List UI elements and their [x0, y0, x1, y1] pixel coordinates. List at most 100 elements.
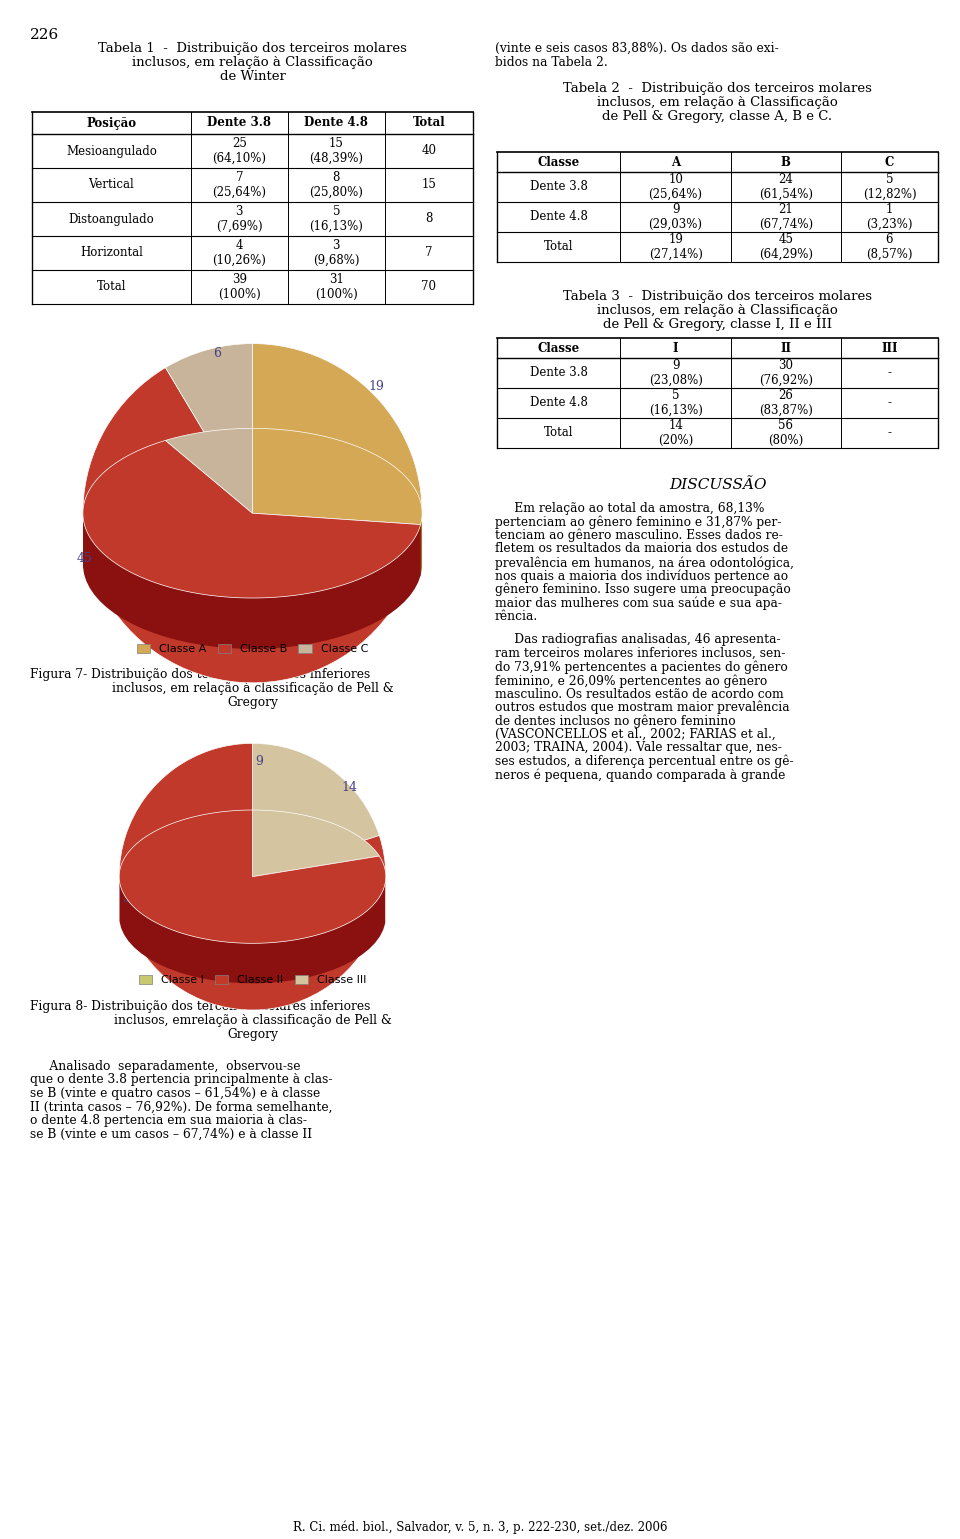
Polygon shape — [252, 428, 422, 525]
Polygon shape — [119, 882, 385, 983]
Text: de Winter: de Winter — [220, 69, 285, 83]
Text: 7
(25,64%): 7 (25,64%) — [212, 171, 266, 199]
Text: I: I — [673, 342, 679, 354]
Text: Horizontal: Horizontal — [80, 246, 143, 260]
Text: Das radiografias analisadas, 46 apresenta-: Das radiografias analisadas, 46 apresent… — [495, 634, 780, 646]
Text: bidos na Tabela 2.: bidos na Tabela 2. — [495, 55, 608, 69]
Text: se B (vinte e quatro casos – 61,54%) e à classe: se B (vinte e quatro casos – 61,54%) e à… — [30, 1087, 321, 1100]
Text: Dente 4.8: Dente 4.8 — [530, 211, 588, 223]
Text: C: C — [885, 155, 894, 168]
Polygon shape — [83, 440, 420, 599]
Text: Classe: Classe — [538, 155, 580, 168]
Text: 15: 15 — [421, 179, 437, 191]
Text: inclusos, em relação à Classificação: inclusos, em relação à Classificação — [132, 55, 372, 69]
Text: Gregory: Gregory — [228, 696, 278, 709]
Text: Total: Total — [413, 117, 445, 129]
Text: ram terceiros molares inferiores inclusos, sen-: ram terceiros molares inferiores incluso… — [495, 646, 785, 660]
Polygon shape — [252, 512, 420, 576]
Polygon shape — [252, 512, 420, 576]
Text: DISCUSSÃO: DISCUSSÃO — [669, 479, 766, 492]
Text: 8
(25,80%): 8 (25,80%) — [309, 171, 363, 199]
Text: 56
(80%): 56 (80%) — [768, 419, 804, 446]
Text: gênero feminino. Isso sugere uma preocupação: gênero feminino. Isso sugere uma preocup… — [495, 583, 791, 597]
Text: Gregory: Gregory — [228, 1028, 278, 1040]
Text: de dentes inclusos no gênero feminino: de dentes inclusos no gênero feminino — [495, 714, 735, 728]
Text: Mesioangulado: Mesioangulado — [66, 145, 156, 157]
Wedge shape — [119, 743, 386, 1010]
Polygon shape — [119, 810, 386, 943]
Text: Figura 7- Distribuição dos terceiros molares inferiores: Figura 7- Distribuição dos terceiros mol… — [30, 668, 371, 680]
Text: 45
(64,29%): 45 (64,29%) — [758, 232, 813, 262]
Text: III: III — [881, 342, 898, 354]
Text: 40: 40 — [421, 145, 437, 157]
Text: 1
(3,23%): 1 (3,23%) — [866, 203, 913, 231]
Text: -: - — [887, 366, 892, 380]
Polygon shape — [165, 428, 252, 512]
Text: 5
(16,13%): 5 (16,13%) — [309, 205, 363, 232]
Text: 6
(8,57%): 6 (8,57%) — [866, 232, 913, 262]
Text: masculino. Os resultados estão de acordo com: masculino. Os resultados estão de acordo… — [495, 688, 783, 700]
Text: II: II — [780, 342, 791, 354]
Text: Classe: Classe — [538, 342, 580, 354]
Text: Dente 4.8: Dente 4.8 — [530, 397, 588, 409]
Text: de Pell & Gregory, classe I, II e III: de Pell & Gregory, classe I, II e III — [603, 319, 832, 331]
Text: Tabela 2  -  Distribuição dos terceiros molares: Tabela 2 - Distribuição dos terceiros mo… — [564, 82, 872, 95]
Wedge shape — [83, 368, 420, 683]
Text: se B (vinte e um casos – 67,74%) e à classe II: se B (vinte e um casos – 67,74%) e à cla… — [30, 1128, 312, 1140]
Text: Total: Total — [544, 426, 573, 440]
Text: 56: 56 — [123, 893, 139, 905]
Text: 9
(23,08%): 9 (23,08%) — [649, 359, 703, 386]
Text: Dente 3.8: Dente 3.8 — [207, 117, 272, 129]
Text: 31
(100%): 31 (100%) — [315, 272, 358, 302]
Polygon shape — [420, 516, 422, 576]
Text: 21
(67,74%): 21 (67,74%) — [758, 203, 813, 231]
Text: R. Ci. méd. biol., Salvador, v. 5, n. 3, p. 222-230, set./dez. 2006: R. Ci. méd. biol., Salvador, v. 5, n. 3,… — [293, 1521, 667, 1534]
Text: que o dente 3.8 pertencia principalmente à clas-: que o dente 3.8 pertencia principalmente… — [30, 1074, 332, 1087]
Text: do 73,91% pertencentes a pacientes do gênero: do 73,91% pertencentes a pacientes do gê… — [495, 660, 788, 674]
Text: 19
(27,14%): 19 (27,14%) — [649, 232, 703, 262]
Text: inclusos, em relação à Classificação: inclusos, em relação à Classificação — [597, 95, 838, 109]
Text: inclusos, em relação à classificação de Pell &: inclusos, em relação à classificação de … — [111, 682, 394, 696]
Text: 19: 19 — [368, 380, 384, 392]
Text: 39
(100%): 39 (100%) — [218, 272, 261, 302]
Polygon shape — [83, 517, 420, 649]
Wedge shape — [252, 743, 379, 877]
Text: neros é pequena, quando comparada à grande: neros é pequena, quando comparada à gran… — [495, 768, 785, 782]
Text: 226: 226 — [30, 28, 60, 42]
Text: 6: 6 — [213, 346, 221, 360]
Legend: Classe A, Classe B, Classe C: Classe A, Classe B, Classe C — [132, 639, 372, 659]
Wedge shape — [252, 343, 422, 536]
Text: Dente 3.8: Dente 3.8 — [530, 180, 588, 194]
Text: 8: 8 — [425, 212, 433, 226]
Text: 4
(10,26%): 4 (10,26%) — [212, 239, 266, 266]
Text: 5
(16,13%): 5 (16,13%) — [649, 389, 703, 417]
Text: pertenciam ao gênero feminino e 31,87% per-: pertenciam ao gênero feminino e 31,87% p… — [495, 516, 781, 529]
Text: 9
(29,03%): 9 (29,03%) — [649, 203, 703, 231]
Text: 7: 7 — [425, 246, 433, 260]
Text: (vinte e seis casos 83,88%). Os dados são exi-: (vinte e seis casos 83,88%). Os dados sã… — [495, 42, 779, 55]
Text: Tabela 1  -  Distribuição dos terceiros molares: Tabela 1 - Distribuição dos terceiros mo… — [98, 42, 407, 55]
Text: rência.: rência. — [495, 609, 539, 623]
Text: 2003; TRAINA, 2004). Vale ressaltar que, nes-: 2003; TRAINA, 2004). Vale ressaltar que,… — [495, 742, 781, 754]
Text: tenciam ao gênero masculino. Esses dados re-: tenciam ao gênero masculino. Esses dados… — [495, 529, 782, 543]
Text: 45: 45 — [77, 551, 93, 565]
Text: Dente 3.8: Dente 3.8 — [530, 366, 588, 380]
Text: maior das mulheres com sua saúde e sua apa-: maior das mulheres com sua saúde e sua a… — [495, 597, 782, 609]
Text: ses estudos, a diferença percentual entre os gê-: ses estudos, a diferença percentual entr… — [495, 756, 794, 768]
Text: Distoangulado: Distoangulado — [68, 212, 155, 226]
Text: 3
(9,68%): 3 (9,68%) — [313, 239, 360, 266]
Text: Vertical: Vertical — [88, 179, 134, 191]
Text: 14
(20%): 14 (20%) — [658, 419, 693, 446]
Text: II (trinta casos – 76,92%). De forma semelhante,: II (trinta casos – 76,92%). De forma sem… — [30, 1100, 332, 1114]
Text: 26
(83,87%): 26 (83,87%) — [759, 389, 813, 417]
Text: 10
(25,64%): 10 (25,64%) — [649, 172, 703, 202]
Legend: Classe I, Classe II, Classe III: Classe I, Classe II, Classe III — [134, 970, 371, 990]
Text: (VASCONCELLOS et al., 2002; FARIAS et al.,: (VASCONCELLOS et al., 2002; FARIAS et al… — [495, 728, 776, 740]
Text: nos quais a maioria dos indivíduos pertence ao: nos quais a maioria dos indivíduos perte… — [495, 569, 788, 583]
Text: -: - — [887, 426, 892, 440]
Polygon shape — [252, 810, 379, 877]
Text: Total: Total — [97, 280, 126, 294]
Text: Total: Total — [544, 240, 573, 254]
Text: fletem os resultados da maioria dos estudos de: fletem os resultados da maioria dos estu… — [495, 543, 788, 556]
Text: Posição: Posição — [86, 117, 136, 129]
